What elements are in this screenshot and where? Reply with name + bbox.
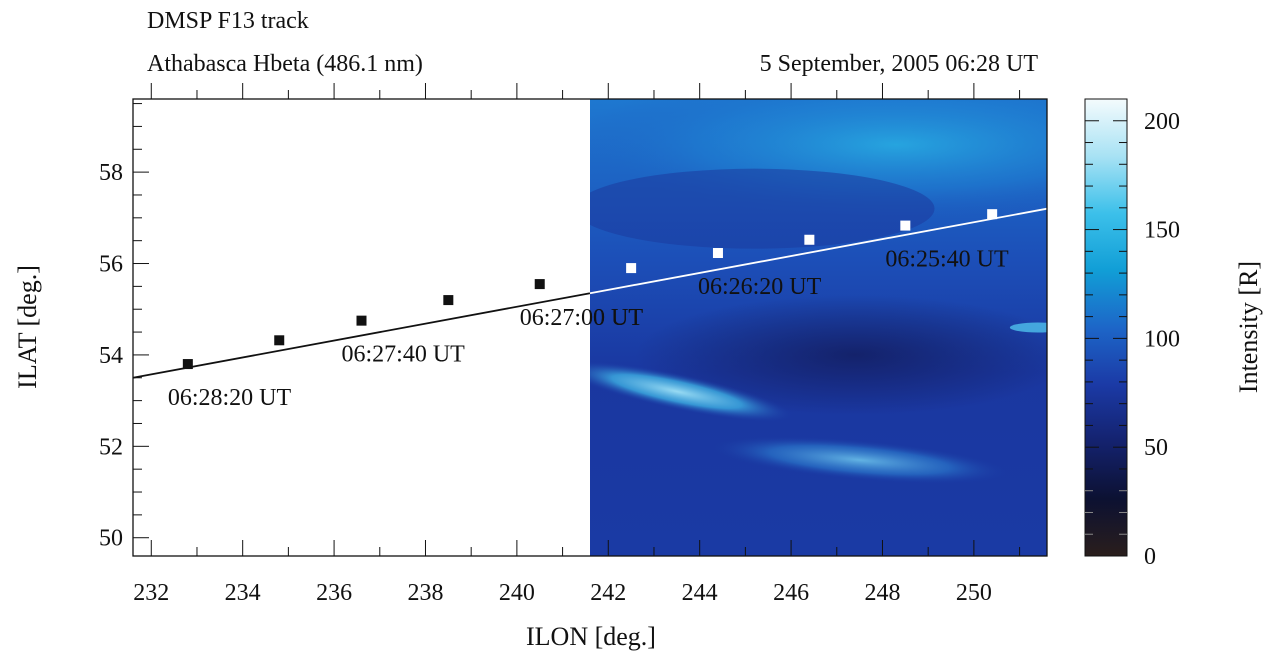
colorbar-tick-label: 100 <box>1144 326 1180 352</box>
dark-center <box>635 294 1047 415</box>
track-point <box>712 248 723 259</box>
track-line-black <box>132 292 591 379</box>
colorbar-ticks: 0 50 100 150 200 <box>1085 109 1180 570</box>
track-time-label: 06:27:00 UT <box>520 305 644 331</box>
y-tick-label: 50 <box>99 526 123 552</box>
track-line-white <box>589 207 1048 295</box>
x-tick-label: 234 <box>225 580 261 606</box>
x-tick-label: 250 <box>956 580 992 606</box>
aurora-arc-east <box>710 436 1010 484</box>
track-time-label-overlay: 06:27:00 UT <box>520 305 644 331</box>
track-time-label: 06:25:40 UT <box>885 247 1009 273</box>
x-tick-label: 240 <box>499 580 535 606</box>
y-axis-label: ILAT [deg.] <box>13 265 42 389</box>
plot-area: 06:28:20 UT 06:27:40 UT 06:27:00 UT 06:26:2… <box>99 83 1048 606</box>
chart-subtitle-right: 5 September, 2005 06:28 UT <box>760 51 1039 77</box>
plot-frame <box>132 98 1048 557</box>
colorbar-tick-label: 150 <box>1144 218 1180 244</box>
track-time-label: 06:26:20 UT <box>698 274 822 300</box>
colorbar-tick-label: 50 <box>1144 435 1168 461</box>
colorbar-tick-label: 0 <box>1144 544 1156 570</box>
aurora-patch-edge <box>1009 322 1047 333</box>
colorbar: 0 50 100 150 200 <box>1084 98 1180 570</box>
axis-ticks: 232 234 236 238 240 242 244 246 248 250 50 52 54 56 58 <box>99 83 1021 606</box>
colorbar-label: Intensity [R] <box>1234 261 1263 393</box>
track-point <box>182 359 193 370</box>
y-tick-label: 56 <box>99 252 123 278</box>
chart-title: DMSP F13 track <box>147 8 309 34</box>
x-tick-label: 246 <box>773 580 809 606</box>
x-tick-label: 242 <box>590 580 626 606</box>
track-point <box>626 263 637 274</box>
x-axis-label: ILON [deg.] <box>526 622 656 651</box>
dark-band <box>590 168 935 249</box>
chart-subtitle-left: Athabasca Hbeta (486.1 nm) <box>147 51 423 77</box>
x-tick-label: 232 <box>133 580 169 606</box>
track-point <box>443 295 454 306</box>
track-time-label: 06:27:00 UT <box>520 305 644 331</box>
track-point <box>274 335 285 346</box>
track-point <box>534 279 545 290</box>
satellite-track: 06:28:20 UT 06:27:40 UT 06:27:00 UT 06:26:2… <box>132 207 1048 411</box>
track-point <box>987 209 998 220</box>
x-tick-label: 238 <box>407 580 443 606</box>
colorbar-tick-label: 200 <box>1144 109 1180 135</box>
y-tick-label: 54 <box>99 343 123 369</box>
aurora-arc-west <box>590 360 795 423</box>
x-tick-label: 248 <box>864 580 900 606</box>
track-time-label: 06:28:20 UT <box>168 385 292 411</box>
track-point <box>804 234 815 245</box>
track-point <box>356 315 367 326</box>
x-tick-label: 244 <box>682 580 718 606</box>
x-tick-label: 236 <box>316 580 352 606</box>
y-tick-label: 52 <box>99 434 123 460</box>
aurora-image <box>590 99 1047 556</box>
colorbar-scale <box>1084 98 1128 557</box>
track-time-label: 06:27:40 UT <box>342 342 466 368</box>
track-point <box>900 220 911 231</box>
y-tick-label: 58 <box>99 160 123 186</box>
